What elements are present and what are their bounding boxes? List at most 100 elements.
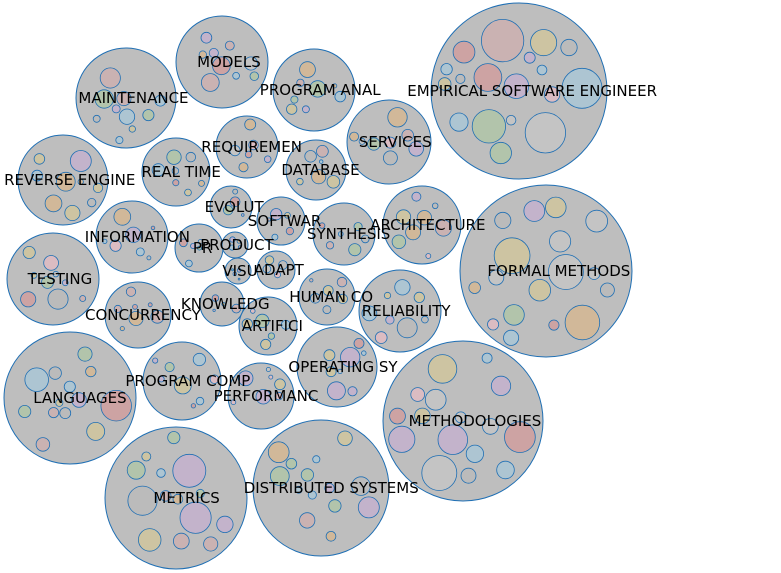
sub-circle bbox=[323, 349, 336, 362]
sub-circle bbox=[481, 352, 493, 364]
sub-circle bbox=[391, 234, 407, 250]
sub-circle bbox=[334, 90, 346, 103]
sub-circle bbox=[118, 108, 136, 125]
sub-circle bbox=[452, 40, 476, 64]
sub-circle bbox=[166, 149, 182, 165]
sub-circle bbox=[384, 136, 397, 149]
sub-circle bbox=[440, 63, 453, 76]
sub-circle bbox=[286, 103, 298, 115]
sub-circle bbox=[351, 476, 371, 496]
cluster-maintenance bbox=[75, 47, 177, 149]
cluster-formal-methods bbox=[459, 184, 633, 358]
sub-circle bbox=[43, 255, 59, 271]
sub-circle bbox=[300, 468, 314, 482]
cluster-label-information: INFORMATION bbox=[85, 228, 190, 246]
sub-circle bbox=[269, 466, 290, 486]
sub-circle bbox=[126, 460, 146, 480]
sub-circle bbox=[545, 196, 567, 219]
sub-circle bbox=[64, 204, 81, 221]
sub-circle bbox=[388, 425, 416, 453]
sub-circle bbox=[389, 407, 406, 425]
sub-circle bbox=[496, 460, 515, 480]
sub-circle bbox=[171, 167, 180, 175]
sub-circle bbox=[325, 530, 337, 542]
cluster-metrics bbox=[104, 426, 248, 570]
sub-circle bbox=[353, 222, 363, 232]
sub-circle bbox=[255, 389, 271, 405]
cluster-label-softwar: SOFTWAR bbox=[248, 212, 322, 230]
sub-circle bbox=[172, 493, 184, 505]
sub-circle bbox=[271, 233, 279, 241]
sub-circle bbox=[600, 282, 615, 298]
sub-circle bbox=[87, 198, 97, 208]
sub-circle bbox=[394, 279, 411, 296]
sub-circle bbox=[285, 458, 298, 470]
sub-circle bbox=[523, 51, 536, 64]
sub-circle bbox=[128, 125, 136, 133]
sub-circle bbox=[337, 430, 353, 447]
sub-circle bbox=[223, 205, 234, 216]
sub-circle bbox=[232, 72, 240, 80]
sub-circle bbox=[304, 150, 317, 163]
sub-circle bbox=[172, 179, 180, 187]
sub-circle bbox=[231, 303, 242, 314]
cluster-label-services: SERVICES bbox=[359, 133, 432, 151]
cluster-label-adapt: ADAPT bbox=[254, 261, 305, 279]
sub-circle bbox=[195, 488, 205, 498]
sub-circle bbox=[109, 239, 122, 252]
cluster-label-evolut: EVOLUT bbox=[205, 198, 265, 216]
sub-circle bbox=[119, 326, 125, 332]
sub-circle bbox=[47, 288, 69, 310]
sub-circle bbox=[395, 209, 412, 225]
sub-circle bbox=[115, 136, 124, 145]
sub-circle bbox=[244, 150, 253, 159]
sub-circle bbox=[127, 485, 158, 516]
sub-circle bbox=[196, 245, 202, 251]
cluster-reverse-engine bbox=[17, 134, 109, 226]
sub-circle bbox=[455, 73, 466, 84]
sub-circle bbox=[493, 237, 531, 275]
sub-circle bbox=[200, 31, 213, 44]
cluster-knowledg bbox=[199, 281, 245, 327]
sub-circle bbox=[192, 352, 206, 367]
cluster-circle-reliability bbox=[358, 269, 442, 353]
cluster-label-reliability: RELIABILITY bbox=[362, 302, 452, 320]
sub-circle bbox=[585, 209, 608, 233]
clusters-group bbox=[3, 2, 633, 570]
sub-circle bbox=[156, 468, 166, 478]
cluster-label-requiremen: REQUIREMEN bbox=[201, 138, 302, 156]
sub-circle bbox=[179, 238, 188, 248]
cluster-circle-requiremen bbox=[215, 115, 279, 179]
sub-circle bbox=[270, 208, 283, 221]
sub-circle bbox=[62, 279, 69, 287]
sub-circle bbox=[241, 213, 245, 217]
cluster-human-co bbox=[298, 268, 356, 326]
sub-circle bbox=[151, 163, 165, 177]
cluster-label-performanc: PERFORMANC bbox=[214, 387, 319, 405]
sub-circle bbox=[85, 365, 97, 378]
sub-circle bbox=[280, 319, 291, 330]
sub-circle bbox=[197, 239, 203, 245]
sub-circle bbox=[549, 230, 572, 253]
sub-circle bbox=[523, 200, 546, 222]
sub-circle bbox=[396, 317, 418, 339]
sub-circle bbox=[326, 381, 346, 401]
sub-circle bbox=[482, 418, 499, 435]
sub-circle bbox=[488, 269, 505, 286]
cluster-distributed-systems bbox=[252, 419, 390, 557]
sub-circle bbox=[79, 295, 87, 302]
sub-circle bbox=[360, 234, 370, 244]
sub-circle bbox=[231, 268, 235, 272]
cluster-architecture bbox=[382, 185, 462, 265]
sub-circle bbox=[31, 169, 43, 182]
cluster-label-formal-methods: FORMAL METHODS bbox=[487, 262, 630, 280]
cluster-reliability bbox=[358, 269, 442, 353]
cluster-database bbox=[285, 139, 347, 201]
sub-circle bbox=[473, 63, 503, 92]
cluster-label-distributed-systems: DISTRIBUTED SYSTEMS bbox=[244, 479, 419, 497]
labels-group: MODELS MAINTENANCE PROGRAM ANAL EMPIRICAL S… bbox=[4, 53, 657, 507]
sub-circle bbox=[347, 386, 358, 397]
sub-circle bbox=[301, 105, 310, 114]
sub-circle bbox=[237, 245, 242, 249]
sub-circle bbox=[530, 29, 558, 57]
